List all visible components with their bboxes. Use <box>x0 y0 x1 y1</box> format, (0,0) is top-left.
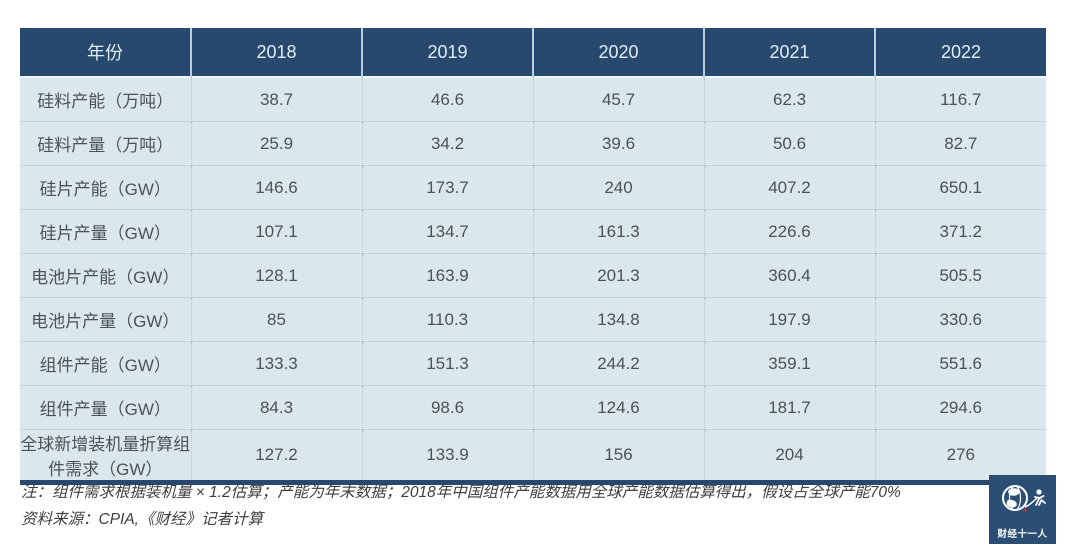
pv-capacity-table: 年份 2018 2019 2020 2021 2022 硅料产能（万吨） 38.7 46.6 4… <box>20 28 1046 485</box>
value-cell: 151.3 <box>361 341 533 386</box>
row-label: 硅片产量（GW） <box>20 209 191 254</box>
year-column-header: 2019 <box>361 28 533 77</box>
row-label: 全球新增装机量折算组件需求（GW） <box>20 429 191 483</box>
value-cell: 84.3 <box>190 385 362 430</box>
value-cell: 134.8 <box>532 297 704 342</box>
value-cell: 156 <box>532 429 704 483</box>
value-cell: 360.4 <box>703 253 875 298</box>
table-row: 组件产能（GW） 133.3 151.3 244.2 359.1 551.6 <box>20 341 1046 386</box>
row-label: 电池片产能（GW） <box>20 253 191 298</box>
logo-text: 财经十一人 <box>997 529 1048 540</box>
table-row: 硅料产量（万吨） 25.9 34.2 39.6 50.6 82.7 <box>20 121 1046 166</box>
value-cell: 110.3 <box>361 297 533 342</box>
row-label: 硅片产能（GW） <box>20 165 191 210</box>
row-label: 组件产能（GW） <box>20 341 191 386</box>
value-cell: 173.7 <box>361 165 533 210</box>
value-cell: 107.1 <box>190 209 362 254</box>
value-cell: 244.2 <box>532 341 704 386</box>
table-row: 电池片产能（GW） 128.1 163.9 201.3 360.4 505.5 <box>20 253 1046 298</box>
value-cell: 505.5 <box>874 253 1046 298</box>
value-cell: 38.7 <box>190 76 362 122</box>
value-cell: 39.6 <box>532 121 704 166</box>
value-cell: 25.9 <box>190 121 362 166</box>
note-text: 注：组件需求根据装机量 × 1.2估算；产能为年末数据；2018年中国组件产能数… <box>21 484 901 501</box>
table-header-row: 年份 2018 2019 2020 2021 2022 <box>20 28 1046 77</box>
value-cell: 551.6 <box>874 341 1046 386</box>
value-cell: 359.1 <box>703 341 875 386</box>
value-cell: 181.7 <box>703 385 875 430</box>
value-cell: 127.2 <box>190 429 362 483</box>
value-cell: 46.6 <box>361 76 533 122</box>
value-cell: 240 <box>532 165 704 210</box>
value-cell: 201.3 <box>532 253 704 298</box>
value-cell: 134.7 <box>361 209 533 254</box>
year-column-header: 2021 <box>703 28 875 77</box>
value-cell: 82.7 <box>874 121 1046 166</box>
value-cell: 650.1 <box>874 165 1046 210</box>
table-row: 硅料产能（万吨） 38.7 46.6 45.7 62.3 116.7 <box>20 76 1046 122</box>
value-cell: 407.2 <box>703 165 875 210</box>
value-cell: 124.6 <box>532 385 704 430</box>
globe-runner-icon <box>998 483 1048 525</box>
value-cell: 276 <box>874 429 1046 483</box>
value-cell: 371.2 <box>874 209 1046 254</box>
table-row: 组件产量（GW） 84.3 98.6 124.6 181.7 294.6 <box>20 385 1046 430</box>
source-text: 资料来源：CPIA,《财经》记者计算 <box>21 511 263 528</box>
value-cell: 133.9 <box>361 429 533 483</box>
row-label-column-header: 年份 <box>20 28 191 77</box>
row-label: 组件产量（GW） <box>20 385 191 430</box>
value-cell: 128.1 <box>190 253 362 298</box>
row-label: 硅料产量（万吨） <box>20 121 191 166</box>
value-cell: 116.7 <box>874 76 1046 122</box>
value-cell: 226.6 <box>703 209 875 254</box>
year-column-header: 2018 <box>190 28 362 77</box>
value-cell: 133.3 <box>190 341 362 386</box>
value-cell: 85 <box>190 297 362 342</box>
table-row: 硅片产能（GW） 146.6 173.7 240 407.2 650.1 <box>20 165 1046 210</box>
year-column-header: 2022 <box>874 28 1046 77</box>
value-cell: 62.3 <box>703 76 875 122</box>
table-row: 硅片产量（GW） 107.1 134.7 161.3 226.6 371.2 <box>20 209 1046 254</box>
value-cell: 146.6 <box>190 165 362 210</box>
value-cell: 330.6 <box>874 297 1046 342</box>
value-cell: 204 <box>703 429 875 483</box>
value-cell: 294.6 <box>874 385 1046 430</box>
value-cell: 163.9 <box>361 253 533 298</box>
year-column-header: 2020 <box>532 28 704 77</box>
value-cell: 197.9 <box>703 297 875 342</box>
table-row: 电池片产量（GW） 85 110.3 134.8 197.9 330.6 <box>20 297 1046 342</box>
value-cell: 45.7 <box>532 76 704 122</box>
value-cell: 34.2 <box>361 121 533 166</box>
value-cell: 161.3 <box>532 209 704 254</box>
row-label: 电池片产量（GW） <box>20 297 191 342</box>
table-row: 全球新增装机量折算组件需求（GW） 127.2 133.9 156 204 276 <box>20 429 1046 483</box>
caijing-logo: 财经十一人 <box>989 475 1056 544</box>
value-cell: 98.6 <box>361 385 533 430</box>
row-label: 硅料产能（万吨） <box>20 76 191 122</box>
value-cell: 50.6 <box>703 121 875 166</box>
footnote: 注：组件需求根据装机量 × 1.2估算；产能为年末数据；2018年中国组件产能数… <box>21 479 971 533</box>
